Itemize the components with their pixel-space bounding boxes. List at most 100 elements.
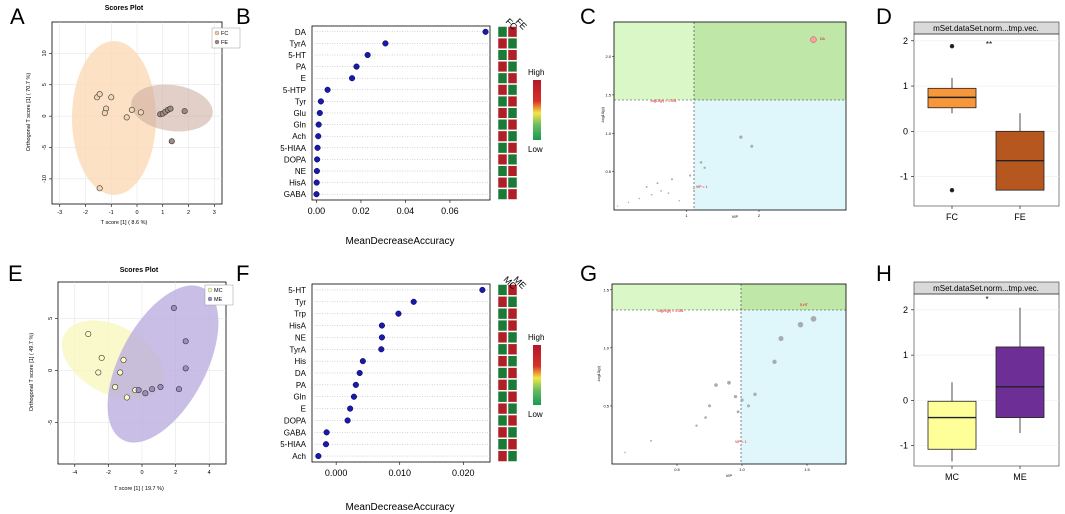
- panel-letter-a: A: [10, 4, 25, 29]
- x-tick-label: 0.06: [441, 206, 459, 216]
- feature-point: [727, 380, 731, 385]
- importance-dot: [382, 40, 389, 47]
- feature-point: [627, 201, 630, 204]
- boxplot-sig-bottom: *: [985, 295, 988, 304]
- panel-letter-e: E: [8, 261, 23, 286]
- panel-letter-b: B: [236, 4, 251, 29]
- heat-cell-fc-low: [497, 119, 508, 131]
- heat-cell-fe-low: [507, 177, 518, 189]
- importance-dot: [352, 381, 359, 388]
- metabolite-label: His: [294, 357, 306, 366]
- metabolite-label: 5-HIAA: [280, 440, 306, 449]
- heat-cell-fc-low: [497, 142, 508, 154]
- metabolite-label: DA: [295, 369, 307, 378]
- category-label: FE: [1014, 212, 1026, 222]
- volcano-frame-top: [613, 21, 847, 211]
- vip-xlabel-bottom: MeanDecreaseAccuracy: [346, 502, 455, 513]
- feature-point: [656, 182, 659, 185]
- importance-dot: [323, 429, 330, 436]
- heat-cell-fe-low: [507, 107, 518, 119]
- importance-dot: [313, 179, 320, 186]
- importance-dot: [315, 453, 322, 460]
- metabolite-label: TyrA: [290, 39, 307, 48]
- x-tick-label: 1: [685, 213, 688, 218]
- importance-dot: [356, 369, 363, 377]
- feature-point: [740, 398, 744, 402]
- vip-dotplot-top: DA TyrA 5-HT PA E 5-HTP Tyr Glu Gln Ach 5-HIAA DOPA…: [280, 16, 544, 247]
- volcano-top: -log10(p) = 1.301 VIP = 1 DA 2.0 1.5 1.0 0.…: [600, 21, 847, 219]
- boxplot-top: mSet.dataSet.norm...tmp.vec. 2 1 0 -1 FC FE *…: [900, 21, 1060, 222]
- score-point-fc: [137, 109, 144, 116]
- importance-dot: [350, 393, 358, 400]
- x-tick-label: 2: [758, 213, 761, 218]
- category-label: ME: [1013, 472, 1027, 482]
- category-label: MC: [945, 472, 959, 482]
- metabolite-label: NE: [295, 167, 306, 176]
- heat-cell-mc-high: [497, 379, 508, 391]
- box-mc: [927, 400, 977, 450]
- heat-cell-fe-low: [507, 61, 518, 73]
- legend-label-mc: MC: [214, 288, 223, 294]
- heat-cell-me-low: [507, 402, 518, 415]
- heat-cell-fc-high: [497, 107, 508, 119]
- metabolite-label: HisA: [289, 322, 307, 331]
- heat-cell-mc-high: [497, 402, 508, 415]
- heat-cell-mc-high: [497, 426, 508, 439]
- score-point-mc: [98, 354, 105, 361]
- metabolite-label: 5-HT: [288, 286, 306, 295]
- heat-cell-fc-low: [497, 165, 508, 177]
- heat-cell-fc-low: [497, 188, 508, 200]
- score-point-mc: [95, 369, 102, 376]
- y-tick-label: -5: [48, 420, 54, 425]
- feature-point: [733, 395, 738, 399]
- category-label: FC: [946, 212, 958, 222]
- x-tick-label: 0.020: [452, 468, 475, 478]
- metabolite-label: PA: [296, 63, 307, 72]
- x-tick-label: 2: [174, 470, 177, 476]
- heat-cell-mc-low: [497, 438, 508, 450]
- y-tick-label: 10: [42, 50, 48, 56]
- metabolite-label: 5-HTP: [283, 86, 306, 95]
- feature-point: [650, 193, 653, 196]
- volcano-xlabel-top: VIP: [732, 214, 739, 219]
- importance-dot: [344, 417, 351, 424]
- importance-dot: [479, 286, 486, 293]
- y-tick-label: 5: [42, 83, 48, 86]
- metabolite-label: DA: [295, 28, 307, 37]
- boxplot-frame-bottom: [913, 293, 1060, 467]
- boxplot-sig-top: **: [986, 40, 992, 49]
- heat-cell-me-low: [507, 426, 518, 439]
- y-tick-label: 0: [48, 369, 54, 372]
- score-point-fc: [96, 185, 103, 192]
- heat-cell-mc-low: [497, 414, 508, 427]
- score-point-me: [135, 387, 142, 394]
- y-tick-label: -1: [900, 172, 908, 182]
- confidence-ellipse-me: [107, 285, 219, 443]
- importance-dot: [322, 441, 330, 448]
- score-point-me: [182, 338, 189, 345]
- heat-cell-mc-low: [497, 307, 508, 320]
- heat-cell-fe-high: [507, 95, 518, 107]
- x-tick-label: -4: [72, 470, 77, 476]
- heat-cell-me-low: [507, 296, 518, 308]
- score-point-me: [157, 384, 164, 391]
- scores-title-bottom: Scores Plot: [120, 267, 159, 274]
- feature-point: [736, 410, 740, 414]
- importance-dot: [314, 144, 321, 151]
- y-tick-label: 5: [48, 317, 54, 320]
- legend-swatch-me: [207, 296, 213, 302]
- y-tick-label: -10: [42, 175, 48, 183]
- heat-cell-me-high: [507, 414, 518, 427]
- legend-label-fc: FC: [221, 31, 228, 37]
- heat-cell-fc-low: [497, 49, 508, 61]
- legend-label-fe: FE: [221, 40, 228, 46]
- heat-cell-me-low: [507, 355, 518, 367]
- colorbar-high-top: High: [528, 68, 544, 77]
- feature-point: [660, 189, 662, 192]
- heat-cell-mc-high: [497, 296, 508, 308]
- x-tick-label: 2: [187, 210, 190, 216]
- feature-point: [703, 166, 706, 170]
- legend-swatch-fe: [214, 39, 220, 45]
